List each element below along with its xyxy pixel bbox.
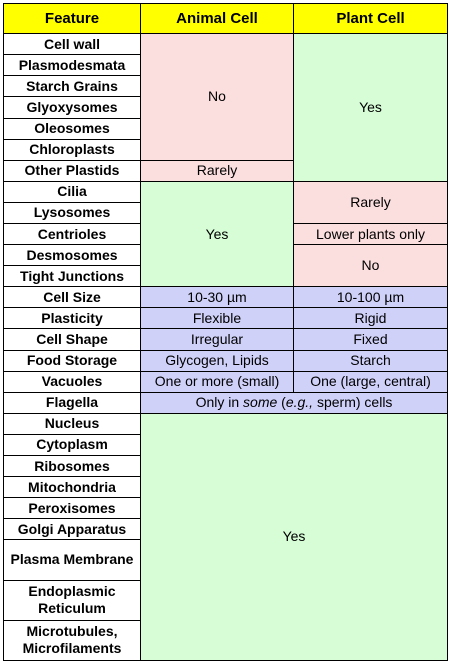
animal-cell-shape: Irregular [140, 328, 294, 351]
plant-rarely-cell: Rarely [293, 180, 448, 224]
plant-plasticity: Rigid [293, 307, 448, 330]
animal-rarely-cell: Rarely [140, 159, 294, 182]
animal-cell-size: 10-30 µm [140, 286, 294, 309]
feature-cytoplasm: Cytoplasm [3, 433, 141, 457]
common-yes-cell: Yes [140, 412, 448, 662]
animal-plasticity: Flexible [140, 307, 294, 330]
animal-food-storage: Glycogen, Lipids [140, 349, 294, 372]
feature-oleosomes: Oleosomes [3, 117, 141, 140]
feature-glyoxysomes: Glyoxysomes [3, 96, 141, 119]
plant-vacuoles: One (large, central) [293, 370, 448, 393]
feature-lysosomes: Lysosomes [3, 201, 141, 224]
feature-plasticity: Plasticity [3, 307, 141, 330]
header-animal-cell: Animal Cell [140, 2, 294, 35]
feature-cell-shape: Cell Shape [3, 328, 141, 351]
feature-mitochondria: Mitochondria [3, 476, 141, 499]
feature-cilia: Cilia [3, 180, 141, 203]
flagella-text-1: Only in [195, 394, 244, 411]
feature-golgi-apparatus: Golgi Apparatus [3, 518, 141, 541]
feature-vacuoles: Vacuoles [3, 370, 141, 393]
flagella-text-eg: e.g., [285, 394, 314, 411]
feature-cell-wall: Cell wall [3, 33, 141, 56]
header-feature: Feature [3, 2, 141, 35]
feature-cell-size: Cell Size [3, 286, 141, 309]
feature-endoplasmic-reticulum: Endoplasmic Reticulum [3, 579, 141, 621]
animal-vacuoles: One or more (small) [140, 370, 294, 393]
flagella-both-cell: Only in some (e.g., sperm) cells [140, 391, 448, 414]
plant-yes-cell: Yes [293, 33, 448, 182]
feature-starch-grains: Starch Grains [3, 75, 141, 98]
feature-tight-junctions: Tight Junctions [3, 265, 141, 288]
feature-plasma-membrane: Plasma Membrane [3, 539, 141, 581]
header-plant-cell: Plant Cell [293, 2, 448, 35]
flagella-text-3: sperm) cells [313, 394, 393, 411]
feature-peroxisomes: Peroxisomes [3, 497, 141, 520]
plant-cell-shape: Fixed [293, 328, 448, 351]
feature-centrioles: Centrioles [3, 222, 141, 246]
header-row: Feature Animal Cell Plant Cell [3, 2, 448, 35]
feature-ribosomes: Ribosomes [3, 454, 141, 478]
plant-food-storage: Starch [293, 349, 448, 372]
feature-other-plastids: Other Plastids [3, 159, 141, 182]
feature-food-storage: Food Storage [3, 349, 141, 372]
plant-lower-plants-cell: Lower plants only [293, 222, 448, 246]
feature-nucleus: Nucleus [3, 412, 141, 435]
cell-comparison-table: Feature Animal Cell Plant Cell Cell wall… [3, 2, 448, 662]
feature-plasmodesmata: Plasmodesmata [3, 54, 141, 77]
flagella-text-some: some [243, 394, 278, 411]
feature-flagella: Flagella [3, 391, 141, 414]
feature-microtubules-microfilaments: Microtubules, Microfilaments [3, 619, 141, 662]
feature-chloroplasts: Chloroplasts [3, 138, 141, 161]
plant-cell-size: 10-100 µm [293, 286, 448, 309]
plant-no-cell: No [293, 244, 448, 288]
animal-no-cell: No [140, 33, 294, 161]
feature-desmosomes: Desmosomes [3, 244, 141, 267]
animal-yes-cell: Yes [140, 180, 294, 288]
flagella-text-2: ( [277, 394, 286, 411]
